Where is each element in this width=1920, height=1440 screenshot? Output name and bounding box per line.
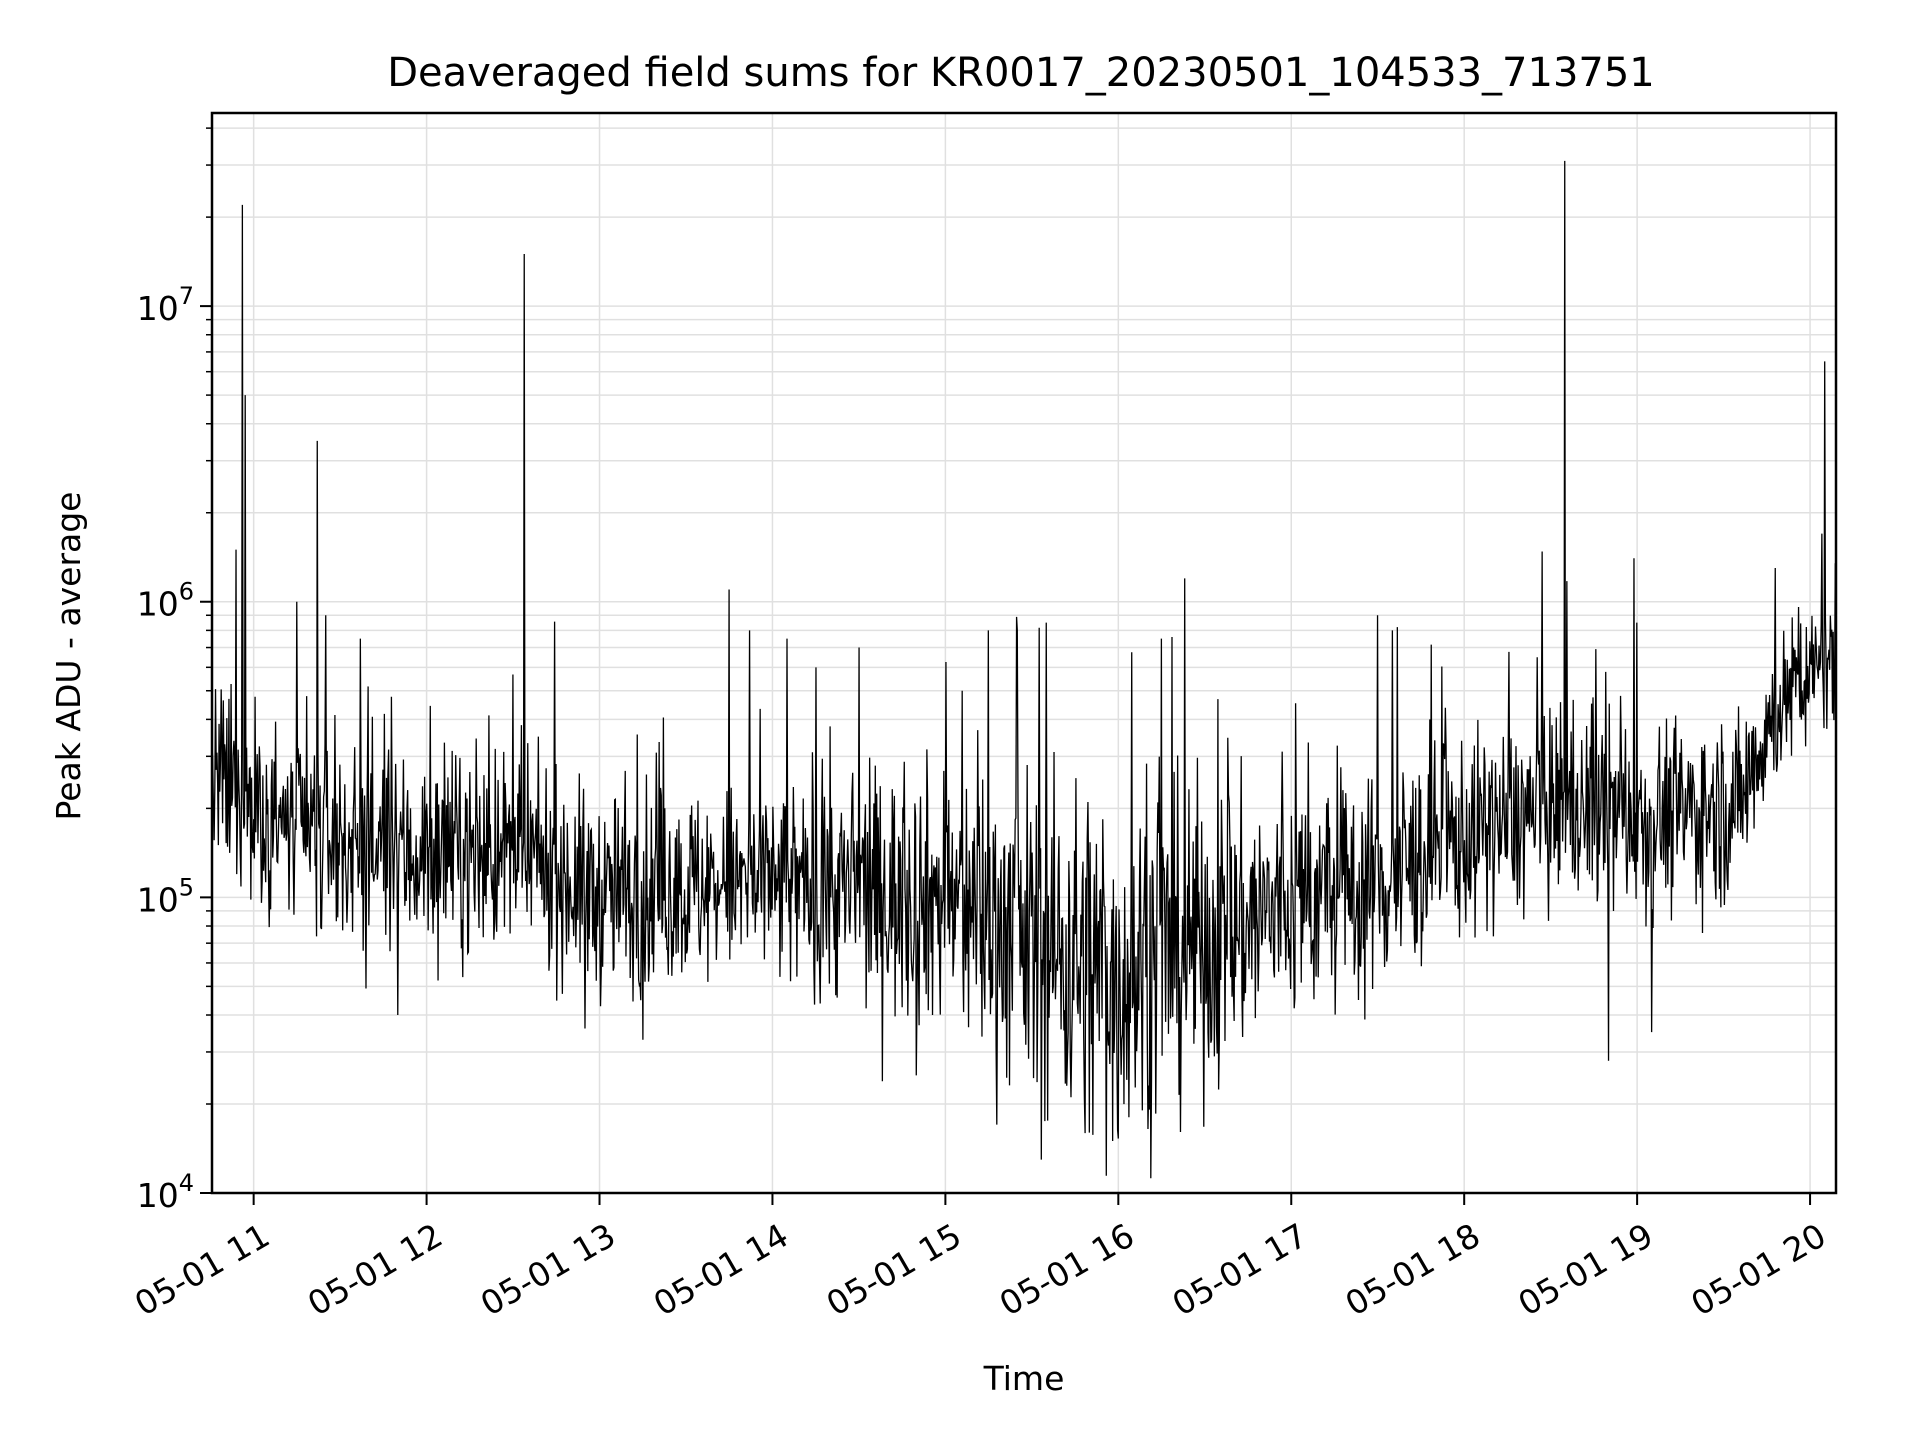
x-tick-label: 05-01 15 — [820, 1216, 968, 1324]
chart-title: Deaveraged field sums for KR0017_2023050… — [387, 50, 1655, 96]
x-axis: 05-01 11 05-01 12 05-01 13 05-01 14 05-01 15… — [128, 1193, 1832, 1324]
grid-lines — [212, 113, 1836, 1194]
x-axis-label: Time — [983, 1359, 1065, 1398]
y-axis: 104 105 106 107 — [137, 127, 212, 1215]
y-tick-label: 104 — [137, 1169, 194, 1215]
y-axis-label: Peak ADU - average — [49, 492, 88, 821]
series-group — [212, 160, 1836, 1179]
data-series-line — [212, 160, 1836, 1179]
x-tick-label: 05-01 14 — [647, 1216, 795, 1324]
x-tick-label: 05-01 13 — [474, 1216, 622, 1324]
x-tick-label: 05-01 20 — [1684, 1216, 1832, 1324]
y-tick-label: 105 — [137, 873, 194, 919]
y-tick-label: 106 — [137, 578, 194, 624]
plot-area — [212, 160, 1836, 1179]
x-tick-label: 05-01 17 — [1166, 1216, 1314, 1324]
x-tick-label: 05-01 18 — [1339, 1216, 1487, 1324]
y-tick-label: 107 — [137, 282, 194, 328]
x-tick-label: 05-01 12 — [301, 1216, 449, 1324]
x-tick-label: 05-01 16 — [993, 1216, 1141, 1324]
x-tick-label: 05-01 11 — [128, 1216, 276, 1324]
x-tick-label: 05-01 19 — [1512, 1216, 1660, 1324]
plot-frame — [210, 111, 1838, 1195]
